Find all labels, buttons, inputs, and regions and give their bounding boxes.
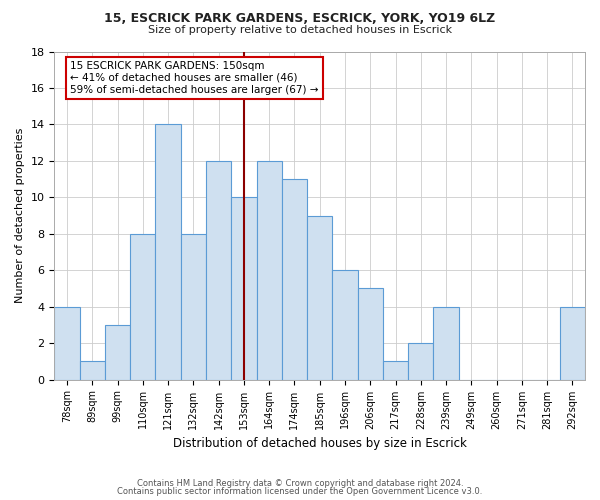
Bar [433, 306, 458, 380]
Bar [332, 270, 358, 380]
Bar [307, 216, 332, 380]
Bar [282, 179, 307, 380]
X-axis label: Distribution of detached houses by size in Escrick: Distribution of detached houses by size … [173, 437, 467, 450]
Bar [231, 198, 257, 380]
Bar [80, 362, 105, 380]
Bar [408, 343, 433, 380]
Text: 15 ESCRICK PARK GARDENS: 150sqm
← 41% of detached houses are smaller (46)
59% of: 15 ESCRICK PARK GARDENS: 150sqm ← 41% of… [70, 62, 319, 94]
Text: Contains HM Land Registry data © Crown copyright and database right 2024.: Contains HM Land Registry data © Crown c… [137, 478, 463, 488]
Bar [55, 306, 80, 380]
Text: 15, ESCRICK PARK GARDENS, ESCRICK, YORK, YO19 6LZ: 15, ESCRICK PARK GARDENS, ESCRICK, YORK,… [104, 12, 496, 26]
Bar [130, 234, 155, 380]
Bar [206, 161, 231, 380]
Bar [358, 288, 383, 380]
Bar [105, 325, 130, 380]
Bar [257, 161, 282, 380]
Bar [383, 362, 408, 380]
Bar [181, 234, 206, 380]
Bar [155, 124, 181, 380]
Bar [560, 306, 585, 380]
Text: Size of property relative to detached houses in Escrick: Size of property relative to detached ho… [148, 25, 452, 35]
Text: Contains public sector information licensed under the Open Government Licence v3: Contains public sector information licen… [118, 487, 482, 496]
Y-axis label: Number of detached properties: Number of detached properties [15, 128, 25, 303]
